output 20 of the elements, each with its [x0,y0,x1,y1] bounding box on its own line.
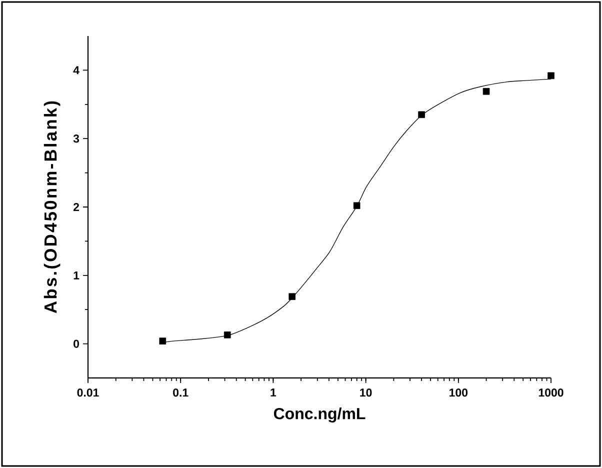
x-tick-label: 0.01 [77,388,99,397]
x-axis-title: Conc.ng/mL [274,408,366,423]
y-tick-label: 4 [73,66,80,74]
y-tick-label: 2 [73,202,80,212]
point [224,331,231,338]
point [159,338,166,344]
point [353,202,360,210]
point [482,88,490,95]
x-tick-label: 1 [270,388,276,396]
x-tick-label: 1000 [538,388,564,397]
x-tick-label: 10 [360,388,372,397]
y-tick-label: 1 [74,271,80,280]
y-axis-title: Abs.(OD450nm-Blank) [44,101,60,314]
point [548,72,554,80]
y-tick-label: 0 [74,340,80,348]
point [418,111,425,118]
x-tick-label: 0.1 [173,388,188,397]
x-tick-label: 100 [450,388,468,397]
point [288,293,296,300]
y-tick-label: 3 [73,134,80,143]
